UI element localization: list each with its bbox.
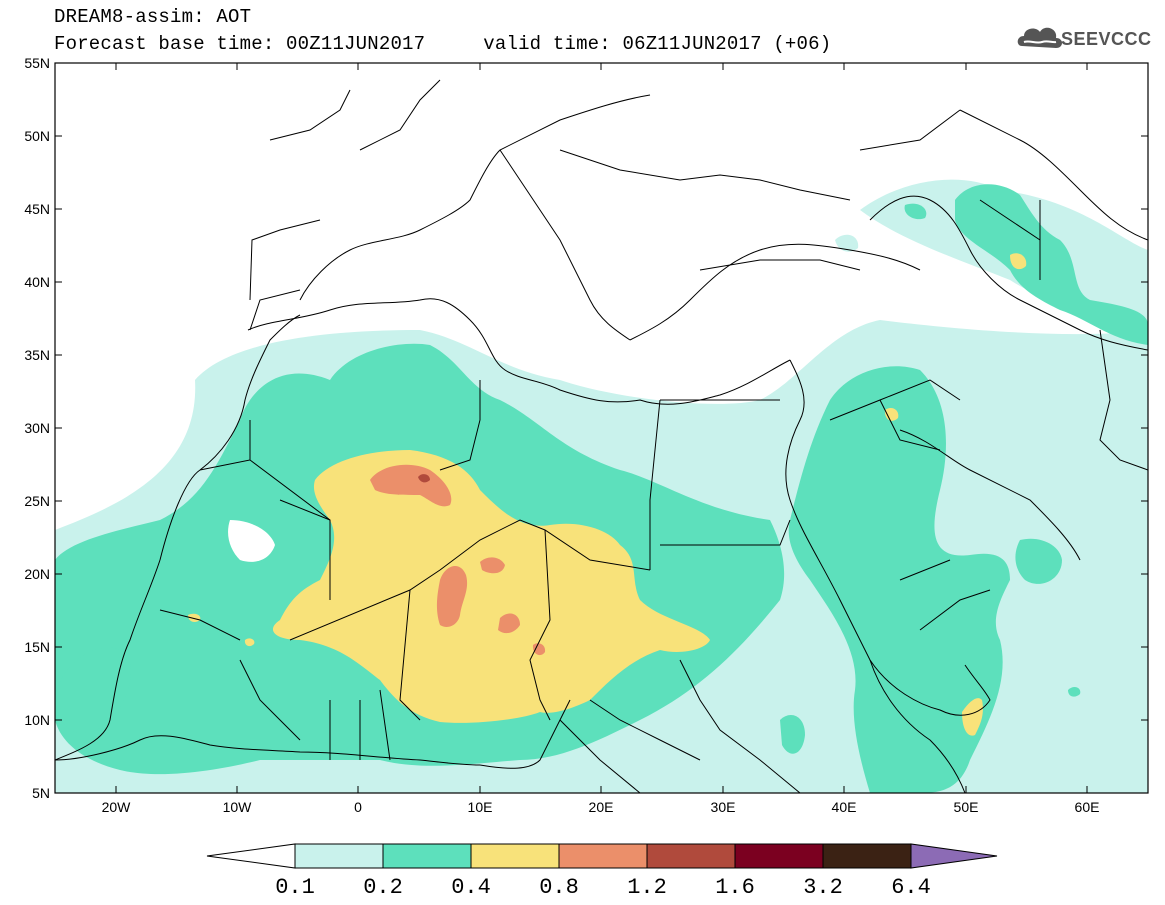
land-clear [228, 520, 275, 562]
lat-label: 40N [24, 274, 50, 290]
lat-label: 35N [24, 347, 50, 363]
coastlines-borders [55, 79, 1148, 793]
lon-label: 20E [589, 799, 614, 815]
forecast-time-subtitle: Forecast base time: 00Z11JUN2017 valid t… [54, 33, 832, 55]
lon-label: 10W [223, 799, 253, 815]
colorbar-swatch [558, 843, 648, 869]
colorbar: 0.1 0.2 0.4 0.8 1.2 1.6 3.2 6.4 [206, 843, 998, 900]
lat-label: 10N [24, 712, 50, 728]
colorbar-swatch [294, 843, 384, 869]
colorbar-swatch [382, 843, 472, 869]
colorbar-label: 1.2 [627, 875, 667, 900]
lat-label: 5N [32, 785, 50, 801]
colorbar-label: 1.6 [715, 875, 755, 900]
latitude-labels: 55N 50N 45N 40N 35N 30N 25N 20N 15N 10N … [24, 55, 50, 801]
lon-label: 50E [954, 799, 979, 815]
lon-label: 40E [832, 799, 857, 815]
lat-label: 30N [24, 420, 50, 436]
colorbar-label: 3.2 [803, 875, 843, 900]
seevccc-logo-text: SEEVCCC [1061, 29, 1152, 49]
lon-label: 60E [1075, 799, 1100, 815]
longitude-labels: 20W 10W 0 10E 20E 30E 40E 50E 60E [102, 799, 1100, 815]
lat-label: 45N [24, 201, 50, 217]
aot-level-0.4 [188, 253, 1027, 736]
lon-label: 20W [102, 799, 132, 815]
colorbar-label: 0.1 [275, 875, 315, 900]
colorbar-high-triangle [910, 843, 998, 869]
colorbar-swatch [822, 843, 912, 869]
lat-label: 15N [24, 639, 50, 655]
axis-ticks [55, 62, 1148, 793]
aot-level-1.2 [418, 474, 430, 483]
colorbar-low-triangle [206, 843, 296, 869]
colorbar-swatch [646, 843, 736, 869]
colorbar-label: 6.4 [891, 875, 931, 900]
colorbar-label: 0.2 [363, 875, 403, 900]
aot-level-0.8 [370, 464, 546, 656]
colorbar-label: 0.8 [539, 875, 579, 900]
lat-label: 50N [24, 128, 50, 144]
lon-label: 30E [711, 799, 736, 815]
lat-label: 55N [24, 55, 50, 71]
colorbar-swatch [734, 843, 824, 869]
colorbar-swatch [470, 843, 560, 869]
lon-label: 0 [354, 799, 362, 815]
map-title: DREAM8-assim: AOT [54, 6, 252, 28]
lat-label: 25N [24, 493, 50, 509]
seevccc-cloud-logo-icon [1017, 27, 1062, 48]
aot-field [55, 179, 1148, 793]
lon-label: 10E [468, 799, 493, 815]
lat-label: 20N [24, 566, 50, 582]
colorbar-label: 0.4 [451, 875, 491, 900]
